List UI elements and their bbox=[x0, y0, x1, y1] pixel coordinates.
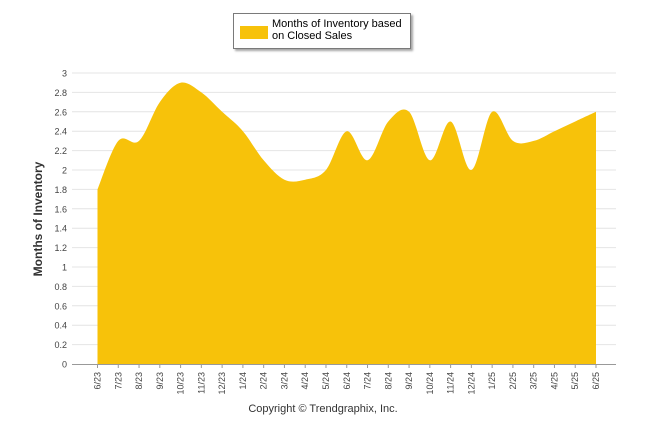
y-tick-label: 0.4 bbox=[54, 321, 67, 331]
x-tick-label: 4/24 bbox=[300, 372, 310, 390]
x-tick-label: 9/23 bbox=[155, 372, 165, 390]
series-area bbox=[97, 82, 596, 364]
x-tick-label: 3/24 bbox=[279, 372, 289, 390]
x-tick-label: 6/23 bbox=[93, 372, 103, 390]
y-tick-label: 0.2 bbox=[54, 340, 67, 350]
legend-label: Months of Inventory based on Closed Sale… bbox=[272, 18, 402, 42]
x-tick-label: 6/25 bbox=[591, 372, 601, 390]
x-tick-label: 6/24 bbox=[342, 372, 352, 390]
y-tick-label: 2.6 bbox=[54, 107, 67, 117]
x-tick-label: 9/24 bbox=[404, 372, 414, 390]
y-tick-label: 0.6 bbox=[54, 301, 67, 311]
legend-swatch bbox=[240, 26, 268, 39]
y-tick-label: 2.8 bbox=[54, 88, 67, 98]
x-tick-label: 3/25 bbox=[529, 372, 539, 390]
x-tick-label: 7/24 bbox=[363, 372, 373, 390]
x-tick-label: 11/24 bbox=[446, 372, 456, 394]
y-tick-label: 1.4 bbox=[54, 224, 67, 234]
y-axis-ticks: 0 0.2 0.4 0.6 0.8 1 1.2 1.4 1.6 1.8 2 2.2 2.4 2.6 2.8 3 bbox=[54, 69, 67, 370]
y-tick-label: 2.2 bbox=[54, 146, 67, 156]
x-tick-label: 12/23 bbox=[217, 372, 227, 395]
y-axis-title: Months of Inventory bbox=[31, 161, 45, 276]
x-tick-label: 12/24 bbox=[466, 372, 476, 395]
x-tick-label: 1/25 bbox=[487, 372, 497, 390]
x-tick-label: 11/23 bbox=[196, 372, 206, 394]
y-tick-label: 1 bbox=[62, 263, 67, 273]
y-tick-label: 0 bbox=[62, 360, 67, 370]
x-tick-label: 4/25 bbox=[549, 372, 559, 390]
y-tick-label: 0.8 bbox=[54, 282, 67, 292]
y-tick-label: 3 bbox=[62, 69, 67, 79]
y-tick-label: 1.8 bbox=[54, 185, 67, 195]
x-tick-label: 10/24 bbox=[425, 372, 435, 395]
x-tick-label: 8/23 bbox=[134, 372, 144, 390]
y-tick-label: 2 bbox=[62, 166, 67, 176]
x-axis-ticks: 6/23 7/23 8/23 9/23 10/23 11/23 12/23 1/24 2/24 3… bbox=[93, 364, 601, 395]
x-tick-label: 7/23 bbox=[113, 372, 123, 390]
x-tick-label: 5/25 bbox=[570, 372, 580, 390]
y-tick-label: 2.4 bbox=[54, 127, 67, 137]
x-tick-label: 1/24 bbox=[238, 372, 248, 390]
y-tick-label: 1.6 bbox=[54, 204, 67, 214]
x-tick-label: 2/25 bbox=[508, 372, 518, 390]
x-tick-label: 8/24 bbox=[383, 372, 393, 390]
y-tick-label: 1.2 bbox=[54, 243, 67, 253]
x-tick-label: 10/23 bbox=[176, 372, 186, 395]
x-tick-label: 5/24 bbox=[321, 372, 331, 390]
copyright-footer: Copyright © Trendgraphix, Inc. bbox=[248, 403, 398, 415]
legend: Months of Inventory based on Closed Sale… bbox=[233, 13, 411, 49]
x-tick-label: 2/24 bbox=[259, 372, 269, 390]
